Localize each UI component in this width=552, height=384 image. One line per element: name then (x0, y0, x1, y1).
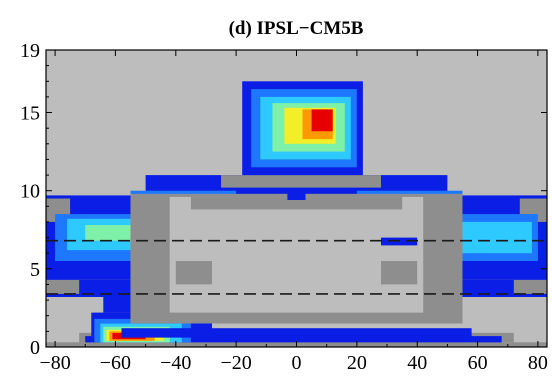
chart-title: (d) IPSL−CM5B (229, 18, 364, 39)
x-tick-label-3: −20 (220, 352, 251, 374)
heatmap-cell-region-39 (175, 261, 212, 285)
heatmap-cell-region-38 (169, 196, 424, 313)
heatmap-cell-region-22 (85, 225, 131, 241)
x-tick-label-6: 40 (407, 352, 427, 374)
x-tick-label-8: 80 (528, 352, 548, 374)
heatmap-cell-region-13 (513, 279, 547, 294)
y-tick-label-4: 19 (20, 40, 40, 62)
y-tick-label-0: 0 (30, 337, 40, 359)
heatmap-cell-region-43 (287, 192, 306, 200)
x-tick-label-0: −80 (39, 352, 70, 374)
plot-area (46, 50, 547, 347)
heatmap-cell-region-29 (221, 175, 381, 188)
y-tick-label-3: 15 (20, 103, 40, 125)
y-tick-label-2: 10 (20, 181, 40, 203)
heatmap-cell-region-2 (85, 336, 502, 343)
x-tick-label-1: −60 (100, 352, 131, 374)
heatmap-cell-region-11 (103, 297, 134, 313)
x-tick-label-7: 60 (468, 352, 488, 374)
heatmap-cell-region-44 (121, 328, 472, 338)
x-tick-label-4: 0 (292, 352, 302, 374)
heatmap-cell-region-41 (190, 196, 403, 210)
heatmap-cell-region-12 (46, 279, 80, 294)
axes: −80 −60 −40 −20 0 20 40 60 80 0 5 10 15 19 (20, 40, 548, 374)
heatmap-cell-region-36 (311, 109, 333, 132)
reference-lines (46, 239, 547, 295)
heatmap-cell-region-40 (381, 261, 418, 285)
y-tick-label-1: 5 (30, 259, 40, 281)
x-tick-label-2: −40 (160, 352, 191, 374)
x-tick-label-5: 20 (347, 352, 367, 374)
